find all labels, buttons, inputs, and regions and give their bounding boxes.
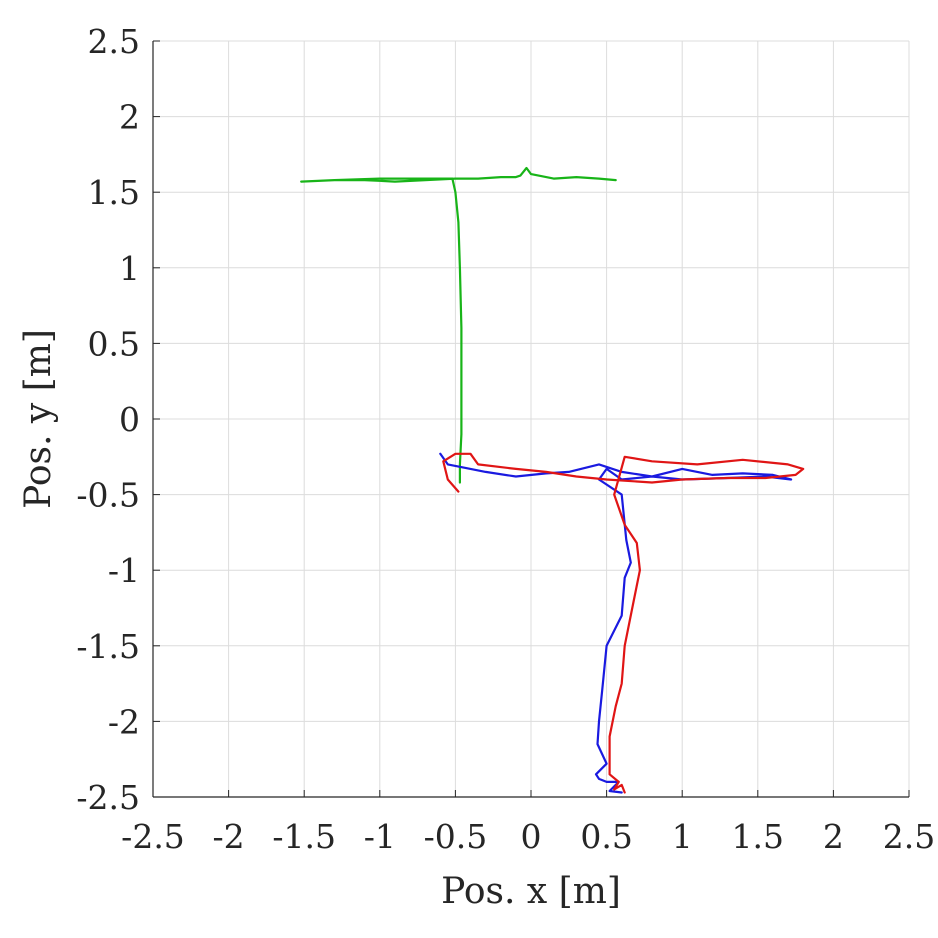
- y-tick-label: 1.5: [88, 173, 140, 212]
- y-tick-label: -1: [108, 551, 140, 590]
- series-line-2: [439, 452, 793, 794]
- y-axis-title: Pos. y [m]: [18, 329, 59, 509]
- y-tick-label: -1.5: [76, 627, 140, 666]
- y-tick-label: 2.5: [88, 22, 140, 61]
- tick-labels: -2.5 -2 -1.5 -1 -0.5 0 0.5 1 1.5 2 2.5 -2.5 -2 -1.5 -1…: [76, 22, 935, 856]
- axes: [152, 40, 910, 798]
- y-tick-label: -0.5: [76, 476, 140, 515]
- y-tick-label: 0.5: [88, 324, 140, 363]
- x-tick-label: -0.5: [424, 817, 488, 856]
- x-tick-label: -1.5: [272, 817, 336, 856]
- x-tick-label: 2: [823, 817, 844, 856]
- x-tick-label: -2: [213, 817, 245, 856]
- y-tick-label: -2: [108, 702, 140, 741]
- y-tick-label: 0: [119, 400, 140, 439]
- y-tick-label: 2: [119, 98, 140, 137]
- x-tick-label: 2.5: [883, 817, 935, 856]
- series-line-1: [300, 166, 617, 484]
- x-tick-label: 1.5: [732, 817, 784, 856]
- x-tick-label: -1: [364, 817, 396, 856]
- series-layer: [300, 166, 805, 794]
- x-tick-label: 0: [521, 817, 542, 856]
- x-tick-label: 1: [672, 817, 693, 856]
- x-tick-label: -2.5: [121, 817, 185, 856]
- y-tick-label: 1: [119, 249, 140, 288]
- x-axis-title: Pos. x [m]: [441, 871, 621, 912]
- series-line-3: [442, 452, 805, 794]
- grid: [152, 40, 910, 798]
- y-tick-label: -2.5: [76, 778, 140, 817]
- x-tick-label: 0.5: [580, 817, 632, 856]
